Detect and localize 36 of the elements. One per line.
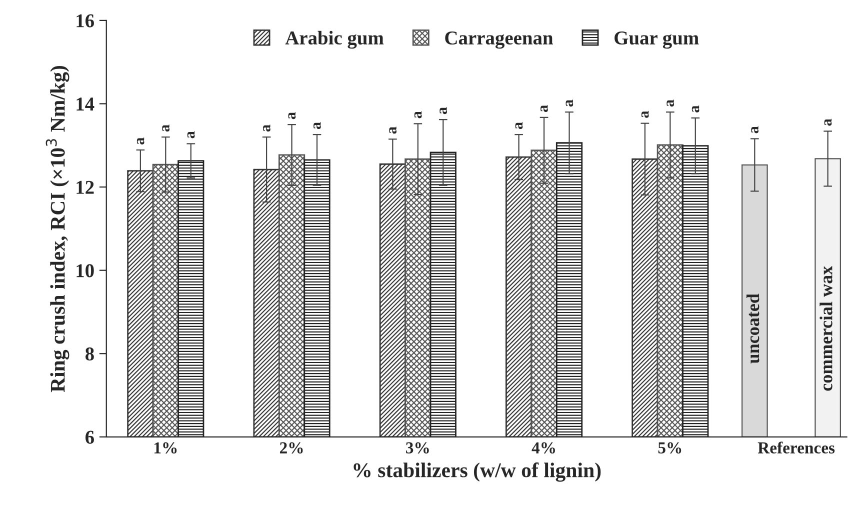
legend-label: Arabic gum: [285, 30, 384, 49]
data-label: a: [414, 111, 422, 118]
x-tick-label: 5%: [658, 442, 682, 454]
data-label: a: [389, 126, 397, 134]
series-label: uncoated: [746, 294, 760, 364]
data-label: a: [751, 126, 758, 134]
data-label: a: [136, 138, 144, 144]
x-tick-label: 1%: [154, 442, 177, 454]
data-label: a: [187, 131, 195, 138]
legend-label: Guar gum: [614, 31, 699, 49]
data-label: a: [162, 124, 170, 132]
y-tick-label: 12: [76, 180, 94, 194]
data-label: a: [692, 105, 700, 112]
data-label: a: [824, 118, 832, 126]
data-label: a: [641, 110, 649, 118]
x-tick-label: References: [758, 442, 835, 454]
x-tick-label: 4%: [532, 442, 555, 454]
data-label: a: [515, 122, 523, 130]
x-tick-label: 3%: [406, 442, 429, 454]
data-label: a: [540, 105, 548, 112]
data-label: a: [314, 122, 321, 130]
x-axis-title: % stabilizers (w/w of lignin): [354, 462, 601, 482]
x-tick-label: 2%: [280, 442, 303, 454]
data-label: a: [666, 100, 674, 107]
data-label: a: [288, 112, 296, 120]
data-label: a: [263, 124, 270, 132]
data-label: a: [566, 100, 574, 107]
y-tick-label: 8: [85, 347, 94, 361]
y-tick-label: 10: [76, 264, 94, 278]
y-tick-label: 14: [76, 98, 94, 110]
y-axis-title: Ring crush index, RCI (×10$^{3}$ Nm/kg): [46, 66, 70, 392]
series-label: commercial wax: [820, 266, 832, 391]
y-tick-label: 6: [86, 430, 94, 444]
y-tick-label: 16: [76, 14, 94, 28]
legend-label: Carrageenan: [445, 31, 554, 49]
data-label: a: [440, 107, 447, 114]
